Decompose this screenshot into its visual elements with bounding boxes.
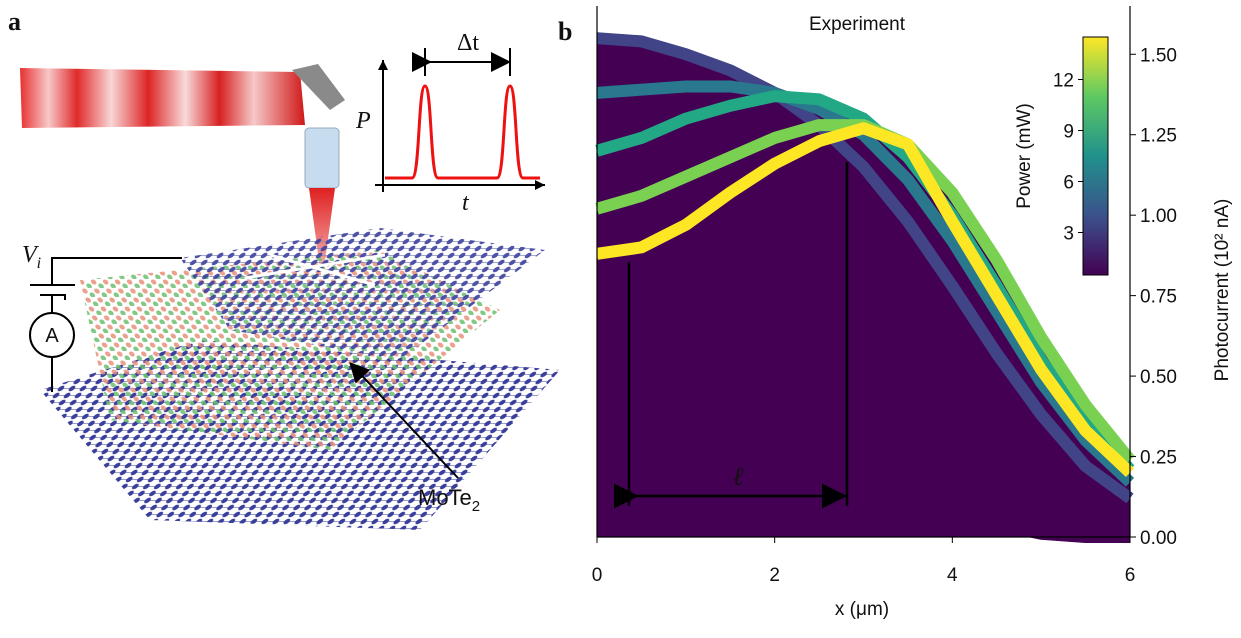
focused-beam — [309, 188, 335, 268]
material-formula: MoTe — [418, 485, 472, 510]
y-axis-label: Photocurrent (10² nA) — [1212, 199, 1233, 382]
laser-beam — [20, 68, 305, 128]
pulse-train — [385, 84, 540, 180]
voltage-subscript: i — [37, 255, 41, 272]
colorbar — [1082, 36, 1109, 276]
power-label: P — [355, 108, 371, 134]
delta-t-label: Δt — [457, 30, 479, 56]
y-tick-label: 0.25 — [1140, 448, 1177, 469]
panel-label: a — [8, 7, 21, 36]
circuit-wire — [30, 257, 182, 392]
material-arrow — [349, 362, 459, 479]
chart-title: Experiment — [809, 14, 906, 35]
material-label: MoTe2 — [418, 485, 480, 515]
colorbar-label: Power (mW) — [1014, 103, 1035, 209]
y-tick-label: 0.75 — [1140, 287, 1177, 308]
ammeter-circle — [29, 312, 75, 358]
x-axis-label: x (μm) — [835, 599, 889, 620]
pulse-axes — [375, 60, 545, 192]
x-tick-label: 6 — [1125, 565, 1136, 586]
time-label: t — [462, 190, 470, 216]
photocurrent-curve — [596, 122, 1135, 478]
colorbar-tick-label: 9 — [1063, 122, 1074, 143]
photocurrent-curve — [596, 32, 1134, 504]
ammeter-label: A — [45, 325, 59, 347]
x-tick-label: 0 — [592, 565, 603, 586]
y-tick-label: 1.00 — [1140, 206, 1177, 227]
photocurrent-curve — [596, 80, 1135, 487]
photocurrent-curve — [596, 350, 1130, 543]
plot-area — [595, 32, 1135, 543]
polarization-arrow — [269, 253, 376, 287]
x-tick-label: 2 — [769, 565, 780, 586]
area-fill — [597, 128, 1130, 538]
axis-frame — [596, 6, 1131, 538]
material-subscript: 2 — [472, 498, 480, 515]
colorbar-tick-label: 6 — [1063, 173, 1074, 194]
objective — [304, 127, 340, 189]
mirror — [292, 64, 345, 110]
length-label: ℓ — [733, 462, 744, 491]
voltage-symbol: V — [22, 242, 39, 268]
y-tick-label: 1.25 — [1140, 126, 1177, 147]
colorbar-tick-label: 12 — [1053, 71, 1074, 92]
voltage-label: Vi — [22, 242, 41, 272]
y-tick-label: 0.50 — [1140, 367, 1177, 388]
y-tick-label: 1.50 — [1140, 45, 1177, 66]
x-tick-label: 4 — [947, 565, 958, 586]
top-lattice — [180, 228, 545, 360]
colorbar-tick-label: 3 — [1063, 224, 1074, 245]
y-tick-label: 0.00 — [1140, 528, 1177, 549]
panel-a-art — [20, 48, 560, 530]
panel-label: b — [558, 17, 572, 46]
